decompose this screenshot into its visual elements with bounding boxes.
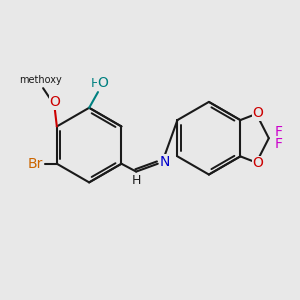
Text: N: N <box>159 155 170 169</box>
Text: F: F <box>274 137 283 151</box>
Text: H: H <box>90 77 100 90</box>
Text: O: O <box>50 95 60 109</box>
Text: methoxy: methoxy <box>19 75 61 85</box>
Text: Br: Br <box>28 157 43 171</box>
Text: F: F <box>274 125 283 139</box>
Text: H: H <box>131 174 141 187</box>
Text: O: O <box>253 156 263 170</box>
Text: O: O <box>253 106 263 120</box>
Text: O: O <box>98 76 108 90</box>
